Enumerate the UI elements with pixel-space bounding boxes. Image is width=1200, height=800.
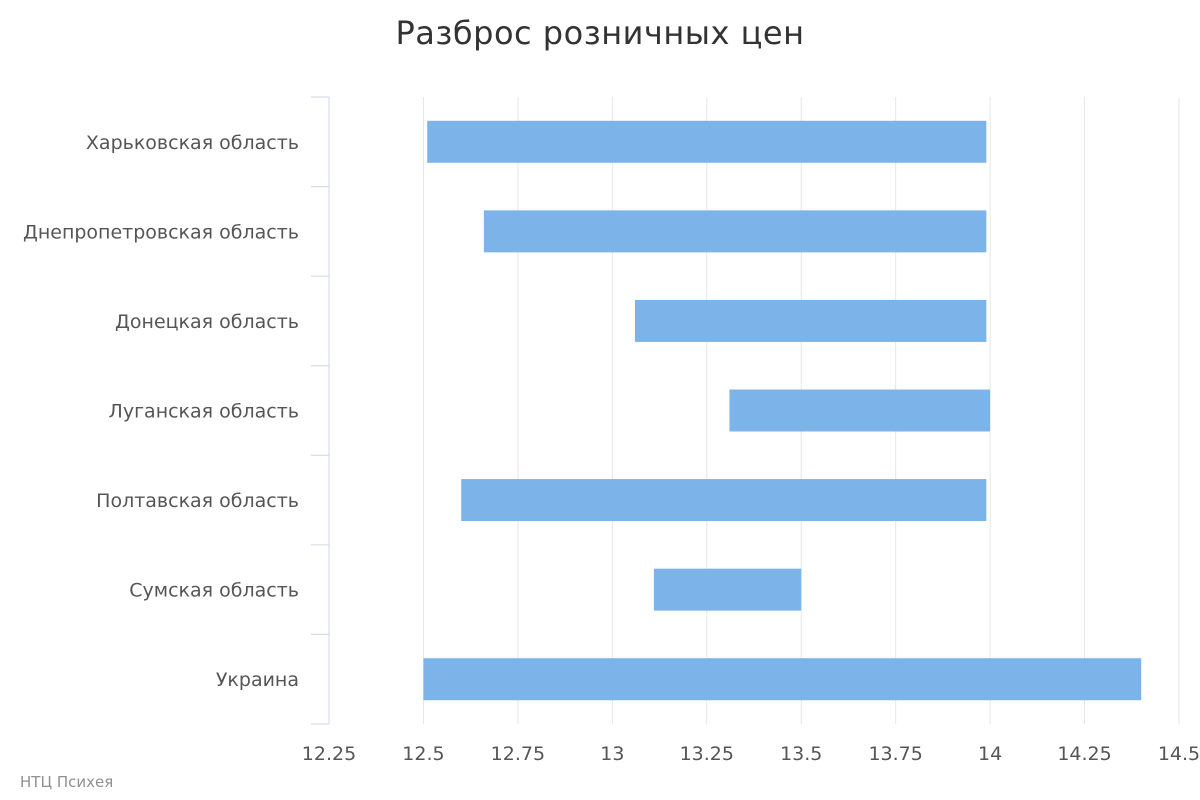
range-bar [423, 658, 1142, 701]
category-labels: Харьковская область Днепропетровская обла… [23, 132, 299, 691]
range-bar [635, 299, 987, 342]
value-axis-ticks: 12.25 12.5 12.75 13 13.25 13.5 13.75 14 14.25 14.… [302, 743, 1200, 765]
tick-label: 14.5 [1158, 743, 1200, 765]
tick-label: 13.75 [868, 743, 922, 765]
category-label: Днепропетровская область [23, 221, 299, 243]
category-label: Сумская область [129, 580, 299, 602]
tick-label: 14.25 [1057, 743, 1111, 765]
tick-label: 12.75 [491, 743, 545, 765]
tick-label: 13.25 [680, 743, 734, 765]
range-bar [461, 479, 987, 522]
tick-label: 12.25 [302, 743, 356, 765]
range-bar [427, 120, 987, 163]
category-axis [311, 96, 330, 725]
category-label: Украина [216, 669, 299, 691]
category-label: Донецкая область [115, 311, 299, 333]
range-bar [729, 389, 991, 432]
tick-label: 13 [600, 743, 624, 765]
range-bar [653, 568, 802, 611]
category-label: Харьковская область [86, 132, 299, 154]
tick-label: 14 [978, 743, 1002, 765]
bars [423, 120, 1142, 701]
chart-title: Разброс розничных цен [395, 14, 805, 52]
credits-text[interactable]: НТЦ Психея [20, 773, 114, 791]
category-label: Полтавская область [96, 490, 299, 512]
tick-label: 12.5 [402, 743, 444, 765]
tick-label: 13.5 [780, 743, 822, 765]
category-label: Луганская область [109, 401, 299, 423]
range-bar [483, 210, 987, 253]
